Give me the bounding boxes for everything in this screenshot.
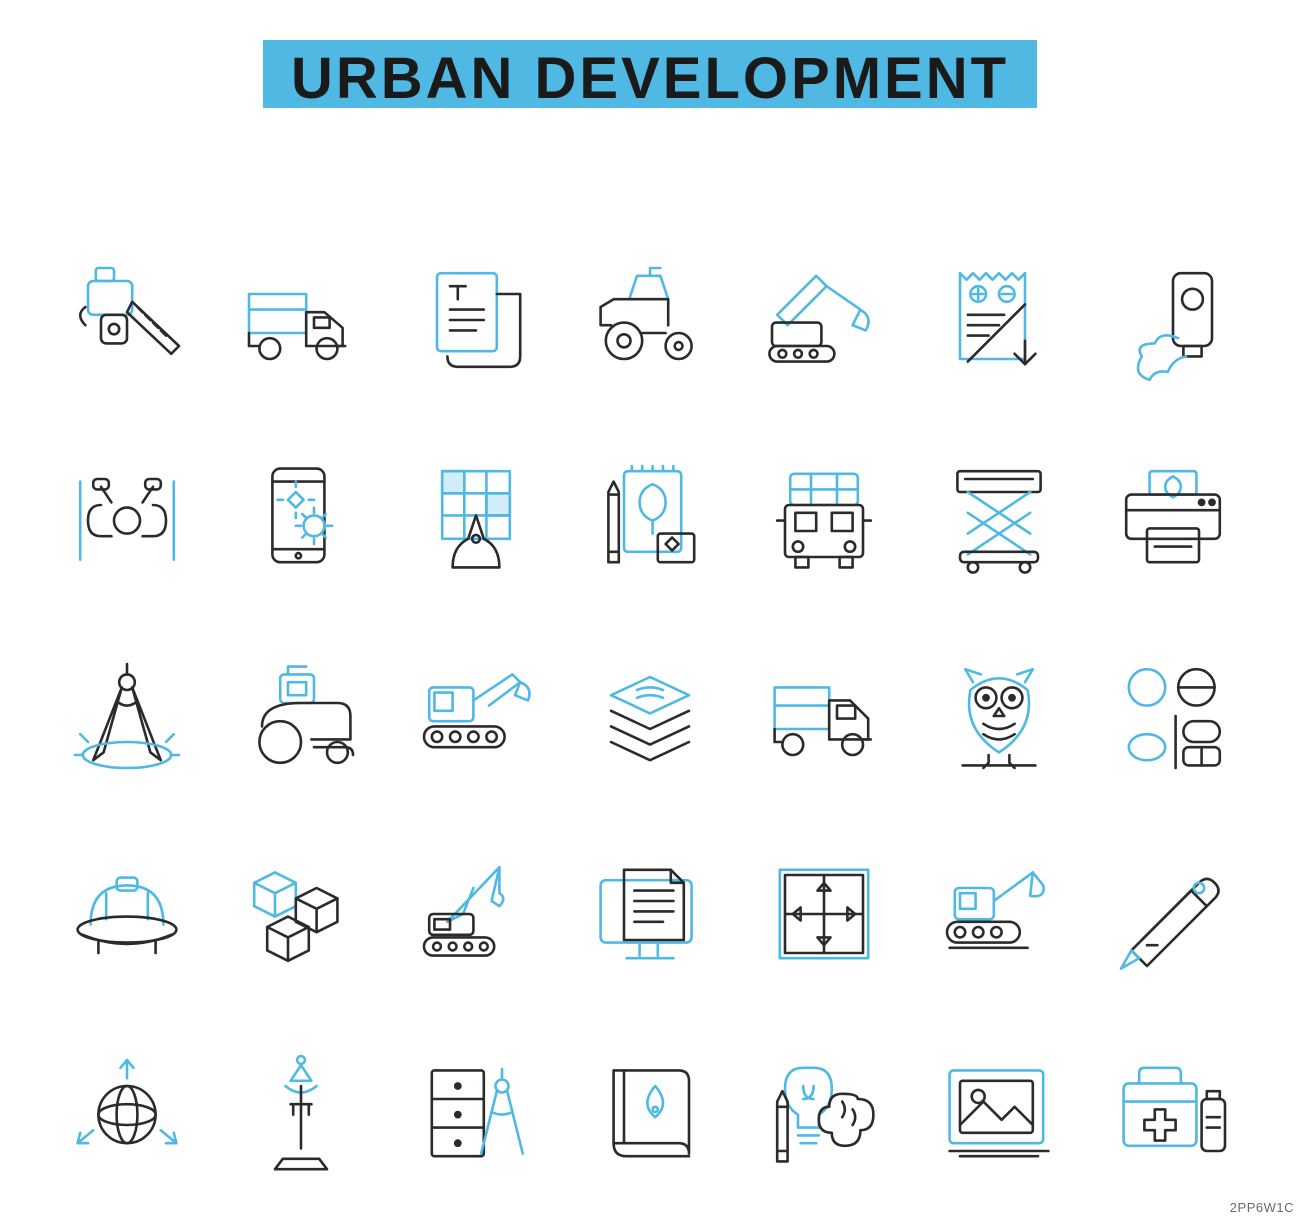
watermark-code: 2PP6W1C	[1230, 1200, 1294, 1215]
excavator-tracked-icon	[411, 651, 541, 781]
drafting-compass-icon	[62, 651, 192, 781]
phone-ai-gear-icon	[236, 453, 366, 583]
shapes-set-icon	[1108, 651, 1238, 781]
receipt-plus-minus-icon	[934, 255, 1064, 385]
owl-icon	[934, 651, 1064, 781]
chainsaw-icon	[62, 255, 192, 385]
street-lamp-icon	[236, 1047, 366, 1177]
resize-frame-icon	[759, 849, 889, 979]
excavator-arm-icon	[759, 255, 889, 385]
cabinet-compass-icon	[411, 1047, 541, 1177]
hex-blocks-icon	[236, 849, 366, 979]
crawler-crane-icon	[411, 849, 541, 979]
road-roller-icon	[236, 651, 366, 781]
hard-hat-icon	[62, 849, 192, 979]
design-grid-pen-icon	[411, 453, 541, 583]
book-droplet-icon	[585, 1047, 715, 1177]
page-title: URBAN DEVELOPMENT	[291, 46, 1009, 111]
box-truck-icon	[759, 651, 889, 781]
idea-brain-pencil-icon	[759, 1047, 889, 1177]
paint-tube-icon	[1108, 255, 1238, 385]
tractor-icon	[585, 255, 715, 385]
first-aid-kit-icon	[1108, 1047, 1238, 1177]
icon-grid	[50, 230, 1250, 1202]
layers-stack-icon	[585, 651, 715, 781]
pipe-cutter-icon	[62, 453, 192, 583]
sketchpad-pencil-icon	[585, 453, 715, 583]
mini-excavator-icon	[934, 849, 1064, 979]
document-t-icon	[411, 255, 541, 385]
monitor-document-icon	[585, 849, 715, 979]
utility-knife-icon	[1108, 849, 1238, 979]
globe-arrows-icon	[62, 1047, 192, 1177]
photo-mountains-icon	[934, 1047, 1064, 1177]
printer-flower-icon	[1108, 453, 1238, 583]
bus-front-icon	[759, 453, 889, 583]
delivery-truck-icon	[236, 255, 366, 385]
title-band: URBAN DEVELOPMENT	[263, 40, 1037, 108]
scissor-lift-icon	[934, 453, 1064, 583]
